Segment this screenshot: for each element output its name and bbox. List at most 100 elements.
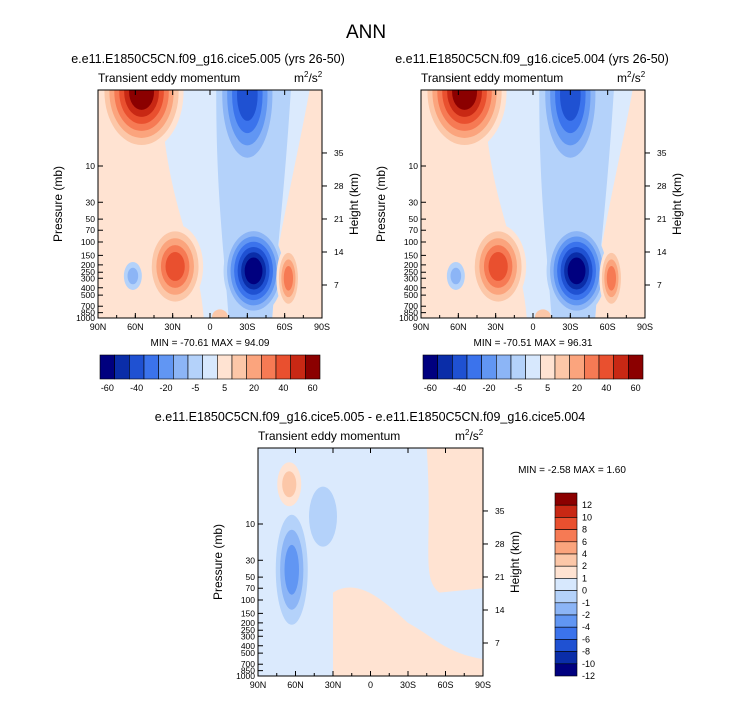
- y-tick-label: 100: [404, 237, 418, 247]
- colorbar-label: 5: [545, 383, 550, 393]
- colorbar-label: 20: [249, 383, 259, 393]
- x-tick-label: 90S: [475, 680, 491, 690]
- panel-subtitle: Transient eddy momentum: [98, 71, 240, 85]
- colorbar: -60 -40 -20 -5 5 20 40 60: [422, 354, 644, 393]
- units-exp-2: 2: [641, 70, 646, 79]
- y-tick-label: 200: [81, 260, 95, 270]
- y-tick-label: 100: [241, 595, 255, 605]
- colorbar-label: 8: [582, 525, 587, 535]
- y-tick-label: 850: [404, 308, 418, 318]
- colorbar-swatch: [437, 354, 453, 380]
- colorbar-swatch: [554, 663, 578, 677]
- units-exp-1: 2: [304, 70, 309, 79]
- colorbar-label: -1: [582, 598, 590, 608]
- y-tick-label: 250: [404, 267, 418, 277]
- colorbar-swatch: [554, 492, 578, 506]
- colorbar-swatch: [99, 354, 115, 380]
- colorbar-swatch: [143, 354, 159, 380]
- height-tick-label: 7: [334, 280, 339, 290]
- x-tick-label: 30N: [325, 680, 342, 690]
- x-tick-label: 90N: [413, 322, 430, 332]
- stats-label: MIN = -2.58 MAX = 1.60: [518, 465, 626, 476]
- diff-warm-tropics: [333, 587, 483, 676]
- colorbar-swatch: [554, 590, 578, 604]
- colorbar-swatch: [525, 354, 541, 380]
- colorbar-swatch: [275, 354, 291, 380]
- colorbar-label: 5: [222, 383, 227, 393]
- y-tick-label: 700: [404, 301, 418, 311]
- x-tick-label: 0: [207, 322, 212, 332]
- colorbar-swatch: [540, 354, 556, 380]
- y-tick-label: 250: [81, 267, 95, 277]
- colorbar-swatch: [554, 529, 578, 543]
- y-tick-label: 300: [404, 273, 418, 283]
- y-tick-label: 30: [246, 555, 256, 565]
- colorbar-swatch: [554, 614, 578, 628]
- colorbar-label: 0: [582, 586, 587, 596]
- height-tick-label: 21: [657, 214, 667, 224]
- y-tick-label: 50: [86, 214, 96, 224]
- colorbar-label: 1: [582, 573, 587, 583]
- height-tick-label: 35: [657, 148, 667, 158]
- colorbar-label: -60: [101, 383, 114, 393]
- colorbar-swatch: [261, 354, 277, 380]
- colorbar-swatch: [554, 565, 578, 579]
- x-tick-label: 60S: [277, 322, 293, 332]
- main-title: ANN: [346, 22, 386, 43]
- y-tick-label: 200: [241, 618, 255, 628]
- y-tick-label: 10: [86, 161, 96, 171]
- chart-panel-1: e.e11.E1850C5CN.f09_g16.cice5.005 (yrs 2…: [51, 52, 361, 393]
- x-tick-label: 90N: [90, 322, 107, 332]
- diff-positive-nh: [282, 471, 297, 498]
- y-tick-label: 300: [241, 631, 255, 641]
- colorbar-swatch: [290, 354, 306, 380]
- y-tick-label: 300: [81, 273, 95, 283]
- height-tick-label: 35: [334, 148, 344, 158]
- y-axis-label: Pressure (mb): [51, 166, 65, 242]
- y-tick-label: 500: [241, 648, 255, 658]
- colorbar-swatch: [598, 354, 614, 380]
- colorbar-label: 40: [601, 383, 611, 393]
- y-tick-label: 10: [409, 161, 419, 171]
- y-tick-label: 50: [246, 572, 256, 582]
- colorbar-label: 20: [572, 383, 582, 393]
- colorbar-swatch: [246, 354, 262, 380]
- y-axis-label: Pressure (mb): [211, 524, 225, 600]
- panel-subtitle: Transient eddy momentum: [421, 71, 563, 85]
- y-tick-label: 1000: [236, 671, 255, 681]
- colorbar-swatch: [452, 354, 468, 380]
- colorbar-label: -4: [582, 622, 590, 632]
- y-tick-label: 70: [86, 225, 96, 235]
- x-tick-label: 60N: [127, 322, 144, 332]
- colorbar-swatch: [187, 354, 203, 380]
- x-tick-label: 30N: [487, 322, 504, 332]
- y-tick-label: 1000: [399, 313, 418, 323]
- colorbar-swatch: [584, 354, 600, 380]
- units-label: m2/s2: [294, 70, 323, 85]
- y-tick-label: 30: [86, 197, 96, 207]
- colorbar-label: -6: [582, 634, 590, 644]
- y-axis-label-right: Height (km): [347, 173, 361, 235]
- colorbar-swatch: [496, 354, 512, 380]
- units-exp-2: 2: [318, 70, 323, 79]
- negative-spot-nh: [127, 267, 139, 285]
- units-exp-2: 2: [479, 428, 484, 437]
- colorbar-label: 12: [582, 500, 592, 510]
- height-tick-label: 21: [334, 214, 344, 224]
- panel-title: e.e11.E1850C5CN.f09_g16.cice5.005 - e.e1…: [155, 410, 585, 424]
- contour-field: [98, 90, 322, 318]
- units-exp-1: 2: [627, 70, 632, 79]
- x-tick-label: 30S: [400, 680, 416, 690]
- colorbar-label: 4: [582, 549, 587, 559]
- colorbar-swatch: [173, 354, 189, 380]
- colorbar-label: 60: [631, 383, 641, 393]
- diff-warm-sh-strat: [426, 448, 483, 593]
- units-exp-1: 2: [465, 428, 470, 437]
- colorbar-swatch: [114, 354, 130, 380]
- height-tick-label: 28: [334, 181, 344, 191]
- y-axis-label: Pressure (mb): [374, 166, 388, 242]
- negative-max-tropo: [567, 257, 586, 285]
- colorbar-swatch: [569, 354, 585, 380]
